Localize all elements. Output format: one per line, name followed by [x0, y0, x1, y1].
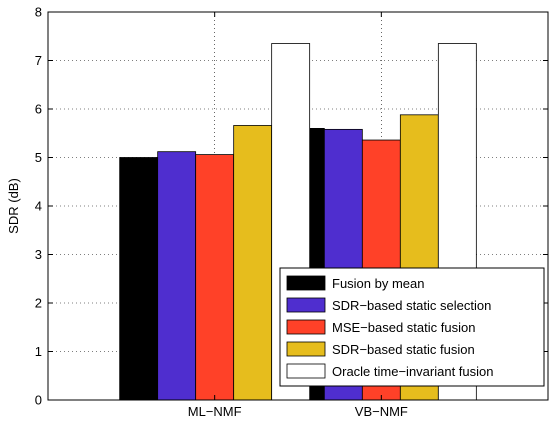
y-tick-label: 8 — [35, 5, 42, 20]
y-tick-label: 0 — [35, 393, 42, 408]
legend: Fusion by mean SDR−based static selection… — [279, 267, 545, 387]
legend-swatch — [286, 341, 326, 357]
legend-label: Oracle time−invariant fusion — [332, 364, 494, 379]
bar — [233, 125, 273, 401]
legend-swatch — [286, 363, 326, 379]
x-tick-label: ML−NMF — [188, 404, 242, 419]
y-tick-label: 1 — [35, 344, 42, 359]
y-tick-label: 5 — [35, 150, 42, 165]
legend-label: MSE−based static fusion — [332, 320, 475, 335]
legend-swatch — [286, 319, 326, 335]
bar — [195, 154, 235, 401]
legend-label: SDR−based static fusion — [332, 342, 475, 357]
y-tick-label: 7 — [35, 53, 42, 68]
legend-label: SDR−based static selection — [332, 298, 491, 313]
y-tick-label: 2 — [35, 296, 42, 311]
x-tick-label: VB−NMF — [355, 404, 408, 419]
legend-swatch — [286, 275, 326, 291]
legend-label: Fusion by mean — [332, 276, 425, 291]
y-tick-label: 3 — [35, 247, 42, 262]
y-tick-label: 4 — [35, 199, 42, 214]
axis-ticks: 0 1 2 3 4 5 6 7 8 ML−NMF VB−NMF — [35, 5, 548, 419]
bar — [119, 157, 159, 401]
y-tick-label: 6 — [35, 102, 42, 117]
legend-swatch — [286, 297, 326, 313]
y-axis-title: SDR (dB) — [6, 178, 21, 234]
bar — [157, 151, 197, 401]
